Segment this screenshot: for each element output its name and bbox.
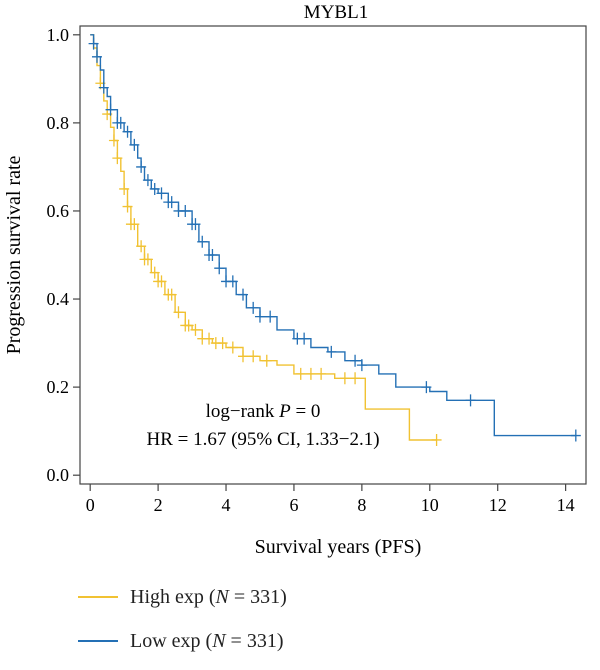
censor-mark-low-exp bbox=[299, 332, 310, 345]
y-tick-label: 0.6 bbox=[47, 201, 70, 221]
censor-mark-low-exp bbox=[570, 429, 581, 442]
censor-mark-low-exp bbox=[227, 275, 238, 288]
x-tick-label: 12 bbox=[489, 495, 507, 515]
censor-mark-low-exp bbox=[207, 249, 218, 261]
km-chart: MYBL1 0.0 0.2 0.4 0.6 0.8 1.0 0 2 4 6 8 10 12 14 Sur… bbox=[3, 2, 587, 558]
censor-mark-low-exp bbox=[197, 235, 208, 248]
censor-mark-high-exp bbox=[173, 306, 184, 319]
survival-curves bbox=[88, 34, 581, 446]
legend-swatch-high bbox=[78, 596, 118, 598]
censor-mark-high-exp bbox=[339, 372, 350, 385]
censor-mark-low-exp bbox=[326, 345, 337, 358]
censor-mark-high-exp bbox=[129, 218, 140, 231]
censor-mark-low-exp bbox=[180, 204, 191, 217]
censor-mark-high-exp bbox=[112, 152, 123, 165]
censor-mark-low-exp bbox=[238, 288, 249, 301]
censor-mark-high-exp bbox=[190, 323, 201, 336]
censor-mark-low-exp bbox=[248, 301, 259, 314]
y-tick-label: 0.8 bbox=[47, 113, 70, 133]
censor-mark-low-exp bbox=[356, 359, 367, 372]
censor-mark-low-exp bbox=[254, 310, 265, 323]
y-axis-label: Progression survival rate bbox=[3, 155, 25, 354]
censor-mark-high-exp bbox=[217, 337, 228, 350]
censor-mark-low-exp bbox=[149, 182, 160, 195]
y-tick-label: 0.0 bbox=[47, 465, 70, 485]
censor-mark-high-exp bbox=[149, 266, 160, 279]
x-tick-label: 2 bbox=[154, 495, 163, 515]
chart-title: MYBL1 bbox=[304, 2, 368, 23]
censor-mark-high-exp bbox=[119, 182, 130, 195]
censor-mark-low-exp bbox=[115, 116, 126, 129]
y-tick-label: 0.2 bbox=[47, 377, 70, 397]
censor-mark-high-exp bbox=[227, 341, 238, 354]
censor-mark-high-exp bbox=[166, 288, 177, 301]
legend-item-high: High exp (N = 331) bbox=[78, 582, 287, 612]
censor-mark-low-exp bbox=[214, 262, 225, 275]
censor-mark-high-exp bbox=[248, 350, 259, 363]
y-tick-label: 0.4 bbox=[47, 289, 70, 309]
censor-mark-low-exp bbox=[98, 81, 109, 94]
censor-mark-low-exp bbox=[122, 125, 133, 138]
legend-label-high: High exp (N = 331) bbox=[130, 585, 287, 608]
x-tick-label: 8 bbox=[357, 495, 366, 515]
legend-item-low: Low exp (N = 331) bbox=[78, 626, 287, 656]
survival-curve-low-exp bbox=[90, 34, 576, 437]
x-tick-label: 4 bbox=[222, 495, 231, 515]
x-tick-label: 0 bbox=[86, 495, 95, 515]
censor-mark-low-exp bbox=[465, 394, 476, 407]
censor-mark-low-exp bbox=[91, 50, 102, 63]
censor-mark-high-exp bbox=[350, 372, 361, 385]
censor-mark-low-exp bbox=[421, 381, 432, 394]
x-axis-label: Survival years (PFS) bbox=[255, 536, 422, 558]
y-axis: 0.0 0.2 0.4 0.6 0.8 1.0 bbox=[47, 25, 80, 485]
survival-curve-high-exp bbox=[90, 34, 437, 441]
plot-frame bbox=[79, 25, 587, 485]
x-tick-label: 10 bbox=[421, 495, 439, 515]
censor-mark-low-exp bbox=[129, 138, 140, 151]
censor-mark-high-exp bbox=[156, 275, 167, 288]
censor-mark-high-exp bbox=[142, 253, 153, 266]
censor-mark-low-exp bbox=[142, 174, 153, 187]
censor-mark-low-exp bbox=[265, 310, 276, 323]
y-tick-label: 1.0 bbox=[47, 25, 70, 45]
x-tick-label: 6 bbox=[289, 495, 298, 515]
censor-mark-high-exp bbox=[295, 367, 306, 380]
censor-mark-high-exp bbox=[261, 354, 272, 367]
legend: High exp (N = 331) Low exp (N = 331) bbox=[78, 582, 287, 670]
censor-mark-high-exp bbox=[122, 200, 133, 213]
legend-swatch-low bbox=[78, 640, 118, 642]
censor-mark-low-exp bbox=[88, 37, 99, 50]
censor-mark-low-exp bbox=[136, 160, 147, 173]
censor-mark-high-exp bbox=[136, 240, 147, 253]
censor-mark-low-exp bbox=[166, 196, 177, 209]
censor-mark-high-exp bbox=[316, 367, 327, 380]
x-axis: 0 2 4 6 8 10 12 14 bbox=[86, 484, 575, 515]
censor-mark-high-exp bbox=[183, 319, 194, 332]
censor-mark-high-exp bbox=[108, 134, 119, 147]
censor-mark-low-exp bbox=[350, 354, 361, 367]
censor-mark-high-exp bbox=[431, 433, 442, 446]
censor-mark-low-exp bbox=[190, 218, 201, 231]
censor-mark-low-exp bbox=[156, 187, 167, 200]
logrank-annotation: log−rank P = 0 bbox=[206, 401, 321, 422]
legend-label-low: Low exp (N = 331) bbox=[130, 629, 284, 652]
censor-mark-high-exp bbox=[238, 350, 249, 363]
hr-annotation: HR = 1.67 (95% CI, 1.33−2.1) bbox=[146, 429, 379, 450]
x-tick-label: 14 bbox=[557, 495, 575, 515]
censor-mark-high-exp bbox=[204, 332, 215, 345]
censor-mark-high-exp bbox=[305, 367, 316, 380]
censor-mark-low-exp bbox=[105, 103, 116, 116]
